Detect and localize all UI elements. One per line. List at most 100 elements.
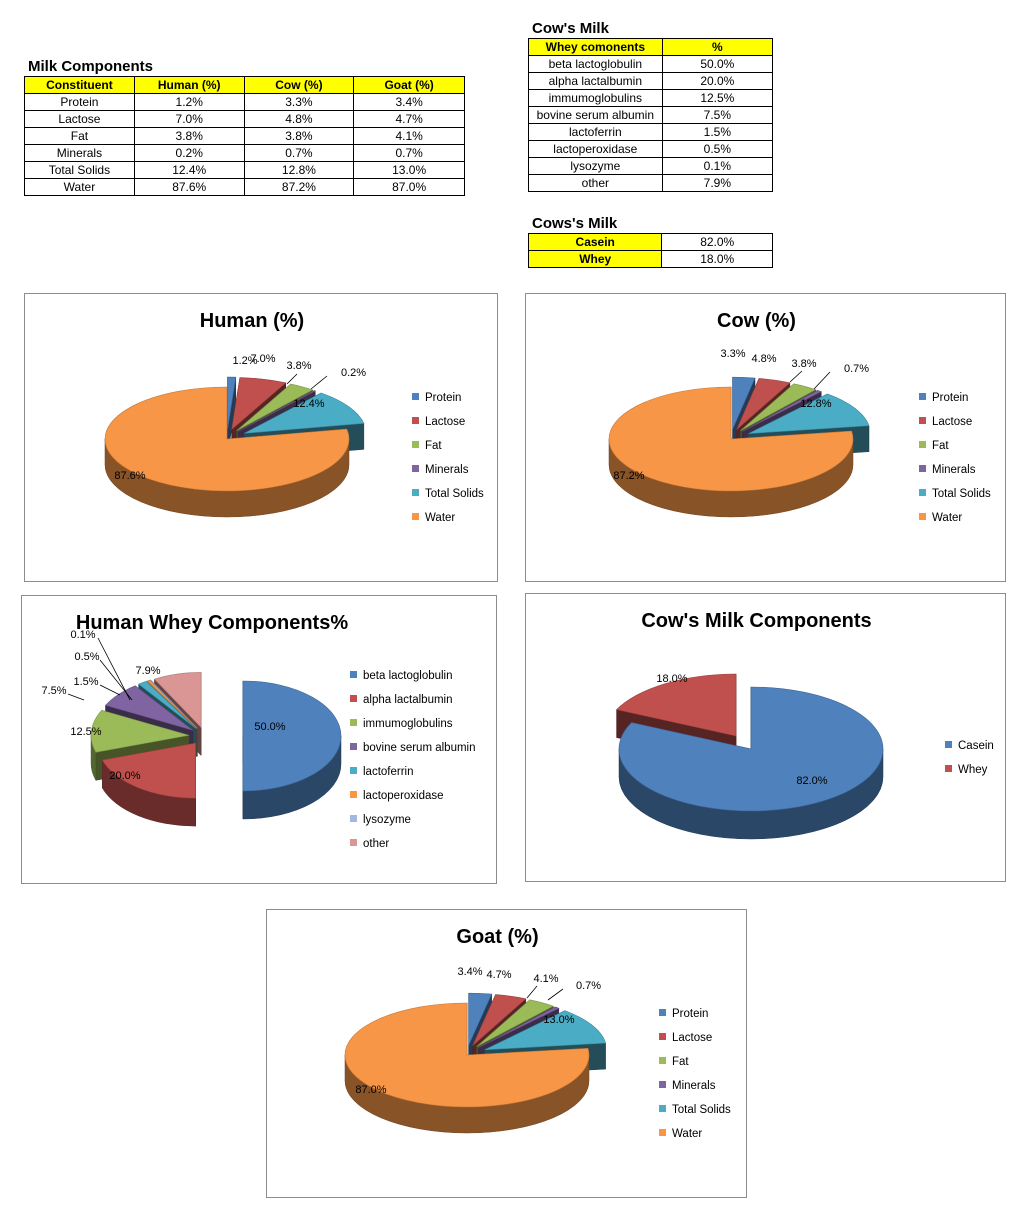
legend-swatch — [412, 513, 419, 521]
pie-svg: Human (%) 1.2%7.0% 3.8% 0.2% 12.4% 87.6% — [104, 310, 366, 518]
legend-label: beta lactoglobulin — [363, 670, 453, 682]
casein-table-title: Cows's Milk — [532, 215, 618, 232]
milk-table-cell: 12.8% — [243, 161, 355, 179]
legend-swatch — [919, 441, 926, 449]
legend-item: Protein — [659, 1008, 731, 1032]
legend-label: bovine serum albumin — [363, 742, 476, 754]
legend-item: Fat — [919, 440, 991, 464]
pie-slice-beta-lactoglobulin — [242, 680, 342, 792]
milk-table-cell: 87.2% — [243, 178, 355, 196]
data-label: 3.8% — [791, 358, 816, 370]
whey-table-row: lactoperoxidase 0.5% — [528, 140, 774, 158]
whey-table-header-row: Whey comonents% — [528, 38, 774, 56]
legend-item: Lactose — [412, 416, 484, 440]
whey-table-header-cell: % — [661, 38, 774, 56]
legend-item: Fat — [659, 1056, 731, 1080]
whey-table-cell: lactoperoxidase — [528, 140, 663, 158]
legend-item: Water — [412, 512, 484, 536]
legend-swatch — [659, 1057, 666, 1065]
milk-table-row: Minerals 0.2% 0.7% 0.7% — [24, 144, 465, 162]
milk-table-row: Water 87.6% 87.2% 87.0% — [24, 178, 465, 196]
whey-table-row: lysozyme 0.1% — [528, 157, 774, 175]
legend-item: Protein — [919, 392, 991, 416]
legend-item: Water — [919, 512, 991, 536]
pie-slices — [90, 672, 342, 827]
whey-table-header-cell: Whey comonents — [528, 38, 663, 56]
milk-table-cell: 87.0% — [353, 178, 465, 196]
whey-table-cell: 0.5% — [661, 140, 774, 158]
casein-table-row: Casein 82.0% — [527, 233, 773, 251]
milk-table-header-cell: Cow (%) — [243, 76, 355, 94]
legend-swatch — [659, 1081, 666, 1089]
whey-table-row: other 7.9% — [528, 174, 774, 192]
pie-slice-protein — [468, 992, 493, 1046]
data-label: 4.8% — [751, 353, 776, 365]
whey-table-cell: beta lactoglobulin — [528, 55, 663, 73]
legend-item: Total Solids — [919, 488, 991, 512]
legend-label: Protein — [932, 392, 969, 404]
legend-item: Total Solids — [659, 1104, 731, 1128]
data-label-leader — [97, 637, 131, 701]
legend-label: immumoglobulins — [363, 718, 453, 730]
pie-slice-minerals — [742, 390, 823, 432]
whey-table-row: immumoglobulins 12.5% — [528, 89, 774, 107]
legend-label: Water — [932, 512, 963, 524]
pie-slices — [615, 673, 884, 840]
whey-table-row: beta lactoglobulin 50.0% — [528, 55, 774, 73]
data-label: 82.0% — [796, 775, 827, 787]
data-label: 13.0% — [543, 1014, 574, 1026]
legend-label: Minerals — [672, 1080, 716, 1092]
milk-table-row: Fat 3.8% 3.8% 4.1% — [24, 127, 465, 145]
pie-slice-fat — [236, 383, 314, 431]
milk-table-cell: 0.7% — [353, 144, 465, 162]
pie-slice-total-solids — [484, 1010, 607, 1051]
legend-swatch — [412, 393, 419, 401]
milk-table-cell: 0.7% — [243, 144, 355, 162]
data-label: 87.2% — [613, 470, 644, 482]
legend-item: Lactose — [919, 416, 991, 440]
data-label-leader — [99, 684, 121, 696]
legend-item: immumoglobulins — [350, 718, 476, 742]
whey-table-row: alpha lactalbumin 20.0% — [528, 72, 774, 90]
data-label: 3.8% — [286, 360, 311, 372]
chart-legend: Protein Lactose Fat Minerals Total Solids Wat… — [412, 392, 484, 536]
legend-label: Minerals — [425, 464, 469, 476]
chart-legend: Protein Lactose Fat Minerals Total Solids Wat… — [659, 1008, 731, 1152]
legend-label: Minerals — [932, 464, 976, 476]
milk-table-cell: 4.1% — [353, 127, 465, 145]
data-label: 87.6% — [114, 470, 145, 482]
legend-label: lactoperoxidase — [363, 790, 444, 802]
whey-table-cell: 1.5% — [661, 123, 774, 141]
legend-label: Total Solids — [932, 488, 991, 500]
legend-swatch — [350, 791, 357, 799]
data-label: 1.2% — [232, 355, 257, 367]
pie-slice-minerals — [238, 390, 317, 432]
data-label: 3.4% — [457, 966, 482, 978]
milk-table-cell: 4.8% — [243, 110, 355, 128]
pie-svg: Goat (%) 3.4% 4.7% 4.1% 0.7% 13.0% 87.0% — [344, 926, 607, 1134]
data-label: 3.3% — [720, 348, 745, 360]
whey-table-cell: 0.1% — [661, 157, 774, 175]
pie-svg: Cow's Milk Components 82.0% 18.0% — [615, 610, 884, 840]
casein-table-cell: Whey — [527, 250, 663, 268]
human-whey-pie-chart: Human Whey Components% 50.0% 20.0% 12.5% 7.5… — [21, 595, 497, 884]
data-label: 12.8% — [800, 398, 831, 410]
legend-swatch — [919, 465, 926, 473]
legend-label: Fat — [425, 440, 442, 452]
chart-title: Goat (%) — [456, 926, 538, 948]
cow-milk-components-pie-chart: Cow's Milk Components 82.0% 18.0% Casein Whe… — [525, 593, 1006, 882]
legend-label: lysozyme — [363, 814, 411, 826]
data-label: 87.0% — [355, 1084, 386, 1096]
data-label-leader — [547, 988, 564, 1001]
legend-label: Protein — [425, 392, 462, 404]
data-label: 1.5% — [73, 676, 98, 688]
whey-table-cell: 12.5% — [661, 89, 774, 107]
data-label-leader — [310, 375, 328, 390]
data-label: 7.9% — [135, 665, 160, 677]
legend-swatch — [350, 743, 357, 751]
legend-item: lactoperoxidase — [350, 790, 476, 814]
cow-pie-chart: Cow (%) 3.3% 4.8% 3.8% 0.7% 12.8% 87.2% Protein… — [525, 293, 1006, 582]
data-label: 0.7% — [576, 980, 601, 992]
legend-item: Lactose — [659, 1032, 731, 1056]
milk-table-cell: 13.0% — [353, 161, 465, 179]
